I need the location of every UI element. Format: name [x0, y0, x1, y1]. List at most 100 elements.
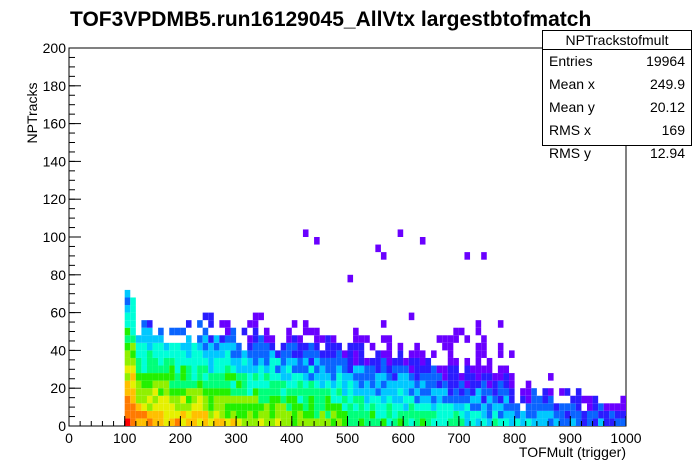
heatmap-cell	[470, 418, 476, 426]
tick-label: 100	[43, 229, 67, 245]
heatmap-cell	[414, 350, 420, 358]
heatmap-cell	[414, 357, 420, 366]
heatmap-cell	[436, 380, 443, 389]
heatmap-cell	[336, 403, 342, 411]
heatmap-cell	[280, 395, 287, 404]
heatmap-cell	[146, 403, 153, 411]
heatmap-cell	[146, 327, 153, 336]
heatmap-cell	[286, 395, 292, 404]
heatmap-cell	[269, 403, 276, 411]
heatmap-cell	[213, 365, 220, 374]
heatmap-cell	[375, 365, 381, 374]
heatmap-cell	[291, 418, 298, 426]
heatmap-cell	[380, 373, 387, 381]
heatmap-cell	[258, 373, 264, 381]
heatmap-cell	[525, 380, 532, 389]
heatmap-cell	[191, 410, 198, 419]
heatmap-cell	[353, 388, 359, 396]
heatmap-cell	[247, 350, 253, 358]
heatmap-cell	[169, 350, 175, 358]
heatmap-cell	[158, 365, 164, 374]
heatmap-cell	[397, 418, 404, 426]
heatmap-cell	[263, 357, 270, 366]
heatmap-cell	[208, 395, 214, 404]
heatmap-cell	[185, 357, 192, 366]
heatmap-cell	[146, 320, 153, 328]
heatmap-cell	[291, 365, 298, 374]
heatmap-cell	[475, 410, 482, 419]
heatmap-cell	[403, 418, 409, 426]
heatmap-cell	[353, 335, 359, 343]
heatmap-cell	[347, 274, 354, 283]
heatmap-cell	[492, 418, 498, 426]
heatmap-cell	[124, 305, 131, 313]
stats-label: Mean x	[549, 76, 595, 92]
heatmap-cell	[208, 350, 214, 358]
heatmap-cell	[185, 410, 192, 419]
heatmap-cell	[364, 357, 370, 366]
heatmap-cell	[575, 403, 582, 411]
stats-value: 249.9	[649, 76, 685, 92]
heatmap-cell	[336, 373, 342, 381]
heatmap-cell	[163, 410, 170, 419]
heatmap-cell	[302, 410, 309, 419]
heatmap-cell	[269, 410, 276, 419]
heatmap-cell	[135, 418, 142, 426]
heatmap-cell	[408, 312, 415, 321]
heatmap-cell	[302, 418, 309, 426]
heatmap-cell	[141, 327, 147, 336]
heatmap-cell	[347, 395, 354, 404]
heatmap-cell	[163, 357, 170, 366]
heatmap-cell	[130, 342, 136, 351]
heatmap-cell	[358, 418, 365, 426]
heatmap-cell	[197, 395, 203, 404]
heatmap-cell	[414, 365, 420, 374]
heatmap-cell	[208, 403, 214, 411]
heatmap-cell	[447, 350, 454, 358]
heatmap-cell	[219, 373, 225, 381]
heatmap-cell	[503, 373, 510, 381]
heatmap-cell	[514, 403, 521, 411]
heatmap-cell	[202, 342, 209, 351]
heatmap-cell	[486, 365, 493, 374]
heatmap-cell	[475, 342, 482, 351]
heatmap-cell	[386, 365, 393, 374]
heatmap-cell	[581, 418, 588, 426]
heatmap-cell	[152, 395, 159, 404]
heatmap-cell	[130, 297, 136, 306]
heatmap-cell	[130, 335, 136, 343]
heatmap-cell	[369, 342, 376, 351]
heatmap-cell	[124, 312, 131, 321]
heatmap-cell	[152, 380, 159, 389]
heatmap-cell	[481, 410, 487, 419]
heatmap-cell	[158, 388, 164, 396]
heatmap-cell	[286, 357, 292, 366]
heatmap-cell	[275, 350, 281, 358]
heatmap-cell	[263, 388, 270, 396]
heatmap-cell	[263, 342, 270, 351]
heatmap-cell	[497, 350, 504, 358]
heatmap-cell	[197, 350, 203, 358]
heatmap-cell	[124, 350, 131, 358]
heatmap-cell	[353, 373, 359, 381]
heatmap-cell	[509, 418, 515, 426]
heatmap-cell	[358, 335, 365, 343]
heatmap-cell	[302, 229, 309, 237]
heatmap-cell	[141, 365, 147, 374]
heatmap-cell	[191, 403, 198, 411]
heatmap-cell	[358, 350, 365, 358]
heatmap-cell	[408, 395, 415, 404]
heatmap-cell	[497, 342, 504, 351]
heatmap-cell	[570, 403, 576, 411]
heatmap-cell	[247, 357, 253, 366]
heatmap-cell	[163, 373, 170, 381]
heatmap-cell	[319, 380, 326, 389]
heatmap-cell	[197, 365, 203, 374]
heatmap-cell	[598, 418, 604, 426]
heatmap-cell	[330, 357, 337, 366]
heatmap-cell	[447, 335, 454, 343]
heatmap-cell	[325, 380, 331, 389]
heatmap-cell	[353, 342, 359, 351]
heatmap-cell	[603, 410, 610, 419]
heatmap-cell	[614, 418, 621, 426]
